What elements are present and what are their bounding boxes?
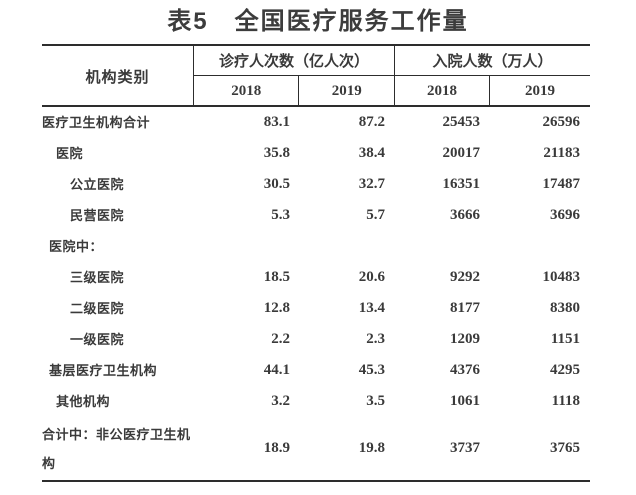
table-row: 其他机构 3.2 3.5 1061 1118 [42,386,590,417]
value-cell: 17487 [542,176,581,192]
page-title: 表5 全国医疗服务工作量 [167,8,469,35]
value-cell: 38.4 [358,145,385,161]
value-cell: 3666 [450,207,480,223]
table-row: 医院中： [42,231,590,262]
header-year-admission-2018: 2018 [395,76,490,106]
value-cell: 45.3 [358,362,385,378]
header-group-outpatient: 诊疗人次数（亿人次） 2018 2019 [194,46,395,106]
table-header: 机构类别 诊疗人次数（亿人次） 2018 2019 入院人数（万人） 2018 … [42,46,590,107]
row-label: 公立医院 [70,177,125,192]
value-cell: 18.9 [263,440,290,456]
row-label: 合计中：非公医疗卫生机构 [42,426,191,471]
value-cell: 5.7 [366,207,385,223]
value-cell: 21183 [543,145,580,161]
value-cell: 87.2 [358,114,385,130]
row-label: 一级医院 [70,332,125,347]
table-row: 民营医院 5.3 5.7 3666 3696 [42,200,590,231]
value-cell: 8177 [450,300,480,316]
table-row: 医疗卫生机构合计 83.1 87.2 25453 26596 [42,107,590,138]
value-cell: 4376 [450,362,480,378]
row-label: 医院 [56,146,84,161]
value-cell: 20017 [442,145,481,161]
header-year-outpatient-2019: 2019 [331,82,362,99]
value-cell: 1118 [551,393,580,409]
value-cell: 2.2 [271,331,290,347]
value-cell: 12.8 [263,300,290,316]
value-cell: 10483 [542,269,581,285]
table-row: 三级医院 18.5 20.6 9292 10483 [42,262,590,293]
row-label: 三级医院 [70,270,125,285]
value-cell: 13.4 [358,300,385,316]
header-year-outpatient-2018: 2018 [194,76,300,106]
value-cell: 1061 [450,393,480,409]
value-cell: 3737 [450,440,480,456]
value-cell: 18.5 [263,269,290,285]
value-cell: 9292 [450,269,480,285]
value-cell: 25453 [442,114,481,130]
table-row: 合计中：非公医疗卫生机构 18.9 19.8 3737 3765 [42,417,590,480]
header-group-admission-label: 入院人数（万人） [395,46,590,76]
value-cell: 83.1 [263,114,290,130]
value-cell: 35.8 [263,145,290,161]
value-cell: 26596 [542,114,581,130]
table-row: 一级医院 2.2 2.3 1209 1151 [42,324,590,355]
value-cell: 44.1 [263,362,290,378]
table-row: 二级医院 12.8 13.4 8177 8380 [42,293,590,324]
value-cell: 3696 [550,207,580,223]
row-label: 民营医院 [70,208,125,223]
value-cell: 3.5 [366,393,385,409]
table-body: 医疗卫生机构合计 83.1 87.2 25453 26596 医院 35.8 3… [42,107,590,480]
row-label: 医院中： [49,239,104,254]
table-row: 医院 35.8 38.4 20017 21183 [42,138,590,169]
value-cell: 30.5 [263,176,290,192]
table-row: 基层医疗卫生机构 44.1 45.3 4376 4295 [42,355,590,386]
medical-service-table: 机构类别 诊疗人次数（亿人次） 2018 2019 入院人数（万人） 2018 … [42,44,590,482]
value-cell: 16351 [442,176,481,192]
value-cell: 1151 [550,331,580,347]
value-cell: 19.8 [358,440,385,456]
table-row: 公立医院 30.5 32.7 16351 17487 [42,169,590,200]
row-label: 基层医疗卫生机构 [49,363,158,378]
header-group-admission: 入院人数（万人） 2018 2019 [395,46,590,106]
value-cell: 3765 [550,440,580,456]
row-label: 其他机构 [56,394,111,409]
value-cell: 1209 [450,331,480,347]
value-cell: 3.2 [271,393,290,409]
value-cell: 32.7 [358,176,385,192]
row-label: 医疗卫生机构合计 [42,115,151,130]
value-cell: 4295 [550,362,580,378]
value-cell: 8380 [550,300,580,316]
row-label: 二级医院 [70,301,125,316]
header-year-admission-2019: 2019 [525,82,555,99]
value-cell: 20.6 [358,269,385,285]
header-category: 机构类别 [42,46,194,106]
header-group-outpatient-label: 诊疗人次数（亿人次） [194,46,394,76]
value-cell: 2.3 [366,331,385,347]
value-cell: 5.3 [271,207,290,223]
